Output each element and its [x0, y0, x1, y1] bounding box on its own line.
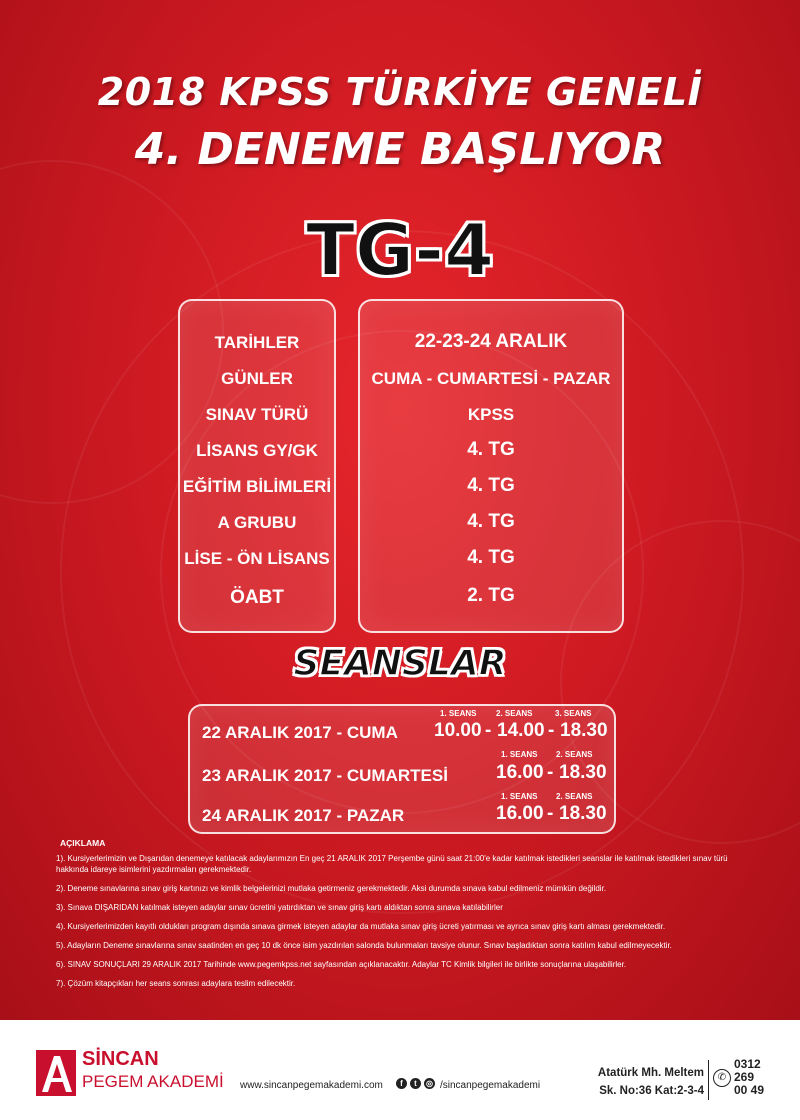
note-item: 1). Kursiyerlerimizin ve Dışarıdan denem…: [56, 854, 728, 874]
session-header: 3. SEANS: [555, 709, 592, 718]
info-value: 4. TG: [467, 547, 515, 568]
info-value: KPSS: [467, 405, 515, 424]
session-time: 16.00: [496, 803, 544, 824]
info-label: TARİHLER: [214, 333, 300, 352]
info-label: ÖABT: [230, 587, 284, 608]
social-icons: f t ◎: [396, 1078, 435, 1089]
info-value: 22-23-24 ARALIK: [414, 331, 568, 352]
footer: [0, 1020, 800, 1120]
headline-line1: 2018 KPSS TÜRKİYE GENELİ: [97, 70, 703, 114]
note-item: 7). Çözüm kitapçıkları her seans sonrası…: [56, 979, 296, 988]
info-label: LİSANS GY/GK: [196, 441, 318, 460]
info-label: EĞİTİM BİLİMLERİ: [182, 477, 332, 496]
info-values-panel: 22-23-24 ARALIK CUMA - CUMARTESİ - PAZAR…: [358, 299, 624, 633]
session-date: 23 ARALIK 2017 - CUMARTESİ: [202, 766, 448, 785]
note-item: 2). Deneme sınavlarına sınav giriş kartı…: [56, 884, 607, 893]
address-line: Sk. No:36 Kat:2-3-4: [599, 1085, 704, 1097]
explanation-notes: AÇIKLAMA 1). Kursiyerlerimizin ve Dışarı…: [56, 838, 746, 997]
address-line: Atatürk Mh. Meltem: [597, 1067, 704, 1079]
note-item: 3). Sınava DIŞARIDAN katılmak isteyen ad…: [56, 903, 503, 912]
social-handle[interactable]: /sincanpegemakademi: [440, 1080, 541, 1091]
session-time: 10.00: [434, 720, 482, 741]
info-label: A GRUBU: [217, 513, 297, 532]
session-separator: -: [547, 762, 554, 783]
phone-line: 269: [734, 1070, 755, 1084]
note-item: 4). Kursiyerlerimizden kayıtlı oldukları…: [56, 922, 666, 931]
info-value: 2. TG: [467, 585, 515, 606]
website-link[interactable]: www.sincanpegemakademi.com: [240, 1080, 383, 1091]
info-label: SINAV TÜRÜ: [205, 405, 309, 424]
divider: [708, 1060, 709, 1100]
session-separator: -: [547, 803, 554, 824]
session-header: 1. SEANS: [501, 792, 538, 801]
session-time: 18.30: [560, 720, 608, 741]
session-time: 18.30: [559, 803, 607, 824]
info-value: 4. TG: [467, 439, 515, 460]
headline-line2: 4. DENEME BAŞLIYOR: [134, 124, 666, 175]
phone-line: 00 49: [734, 1083, 765, 1097]
brand-logo-icon: [36, 1050, 76, 1096]
phone-line: 0312: [734, 1057, 761, 1071]
session-separator: -: [485, 720, 492, 741]
session-header: 1. SEANS: [501, 750, 538, 759]
note-item: 6). SINAV SONUÇLARI 29 ARALIK 2017 Tarih…: [56, 960, 627, 969]
info-value: CUMA - CUMARTESİ - PAZAR: [371, 369, 611, 388]
sessions-title: SEANSLAR: [293, 642, 507, 685]
twitter-icon[interactable]: t: [410, 1078, 421, 1089]
info-label: LİSE - ÖN LİSANS: [184, 549, 330, 568]
exam-code: TG-4: [305, 207, 495, 293]
instagram-icon[interactable]: ◎: [424, 1078, 435, 1089]
session-header: 1. SEANS: [440, 709, 477, 718]
poster-background: [0, 0, 800, 1020]
session-separator: -: [548, 720, 555, 741]
session-time: 18.30: [559, 762, 607, 783]
session-header: 2. SEANS: [556, 792, 593, 801]
session-date: 22 ARALIK 2017 - CUMA: [202, 723, 398, 742]
phone-number[interactable]: 0312 269 00 49: [734, 1058, 764, 1097]
info-value: 4. TG: [467, 475, 515, 496]
session-time: 14.00: [497, 720, 545, 741]
brand-subtitle: PEGEM AKADEMİ: [82, 1072, 224, 1091]
session-date: 24 ARALIK 2017 - PAZAR: [202, 806, 405, 825]
address: Atatürk Mh. Meltem Sk. No:36 Kat:2-3-4: [580, 1064, 704, 1100]
session-time: 16.00: [496, 762, 544, 783]
info-labels-panel: TARİHLER GÜNLER SINAV TÜRÜ LİSANS GY/GK …: [178, 299, 336, 633]
sessions-panel: 22 ARALIK 2017 - CUMA 1. SEANS 2. SEANS …: [188, 704, 616, 834]
phone-icon: ✆: [713, 1069, 731, 1087]
notes-title: AÇIKLAMA: [60, 838, 106, 848]
info-value: 4. TG: [467, 511, 515, 532]
brand-name: SİNCAN: [82, 1048, 159, 1070]
facebook-icon[interactable]: f: [396, 1078, 407, 1089]
session-header: 2. SEANS: [496, 709, 533, 718]
session-header: 2. SEANS: [556, 750, 593, 759]
note-item: 5). Adayların Deneme sınavlarına sınav s…: [56, 941, 672, 950]
info-label: GÜNLER: [221, 369, 293, 388]
